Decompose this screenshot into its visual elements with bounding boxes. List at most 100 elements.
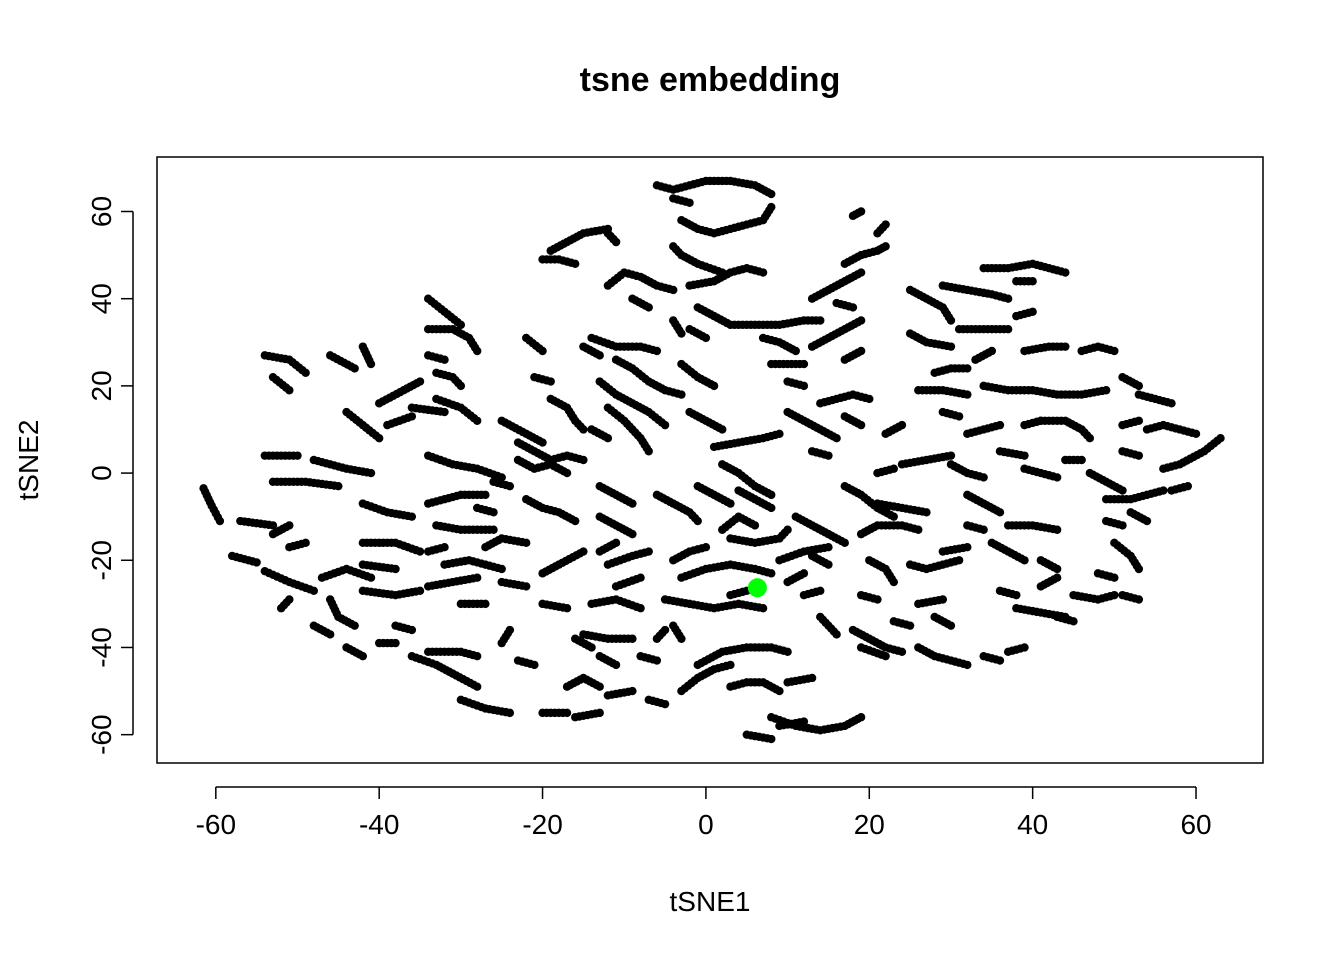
y-tick-label: -20 <box>86 540 117 580</box>
data-point-94 <box>301 538 310 548</box>
data-point-752 <box>603 434 613 443</box>
data-point-338 <box>481 490 490 500</box>
data-point-1795 <box>1110 590 1119 600</box>
data-point-1555 <box>963 660 972 670</box>
data-point-381 <box>497 564 506 574</box>
data-point-2009 <box>1142 516 1152 526</box>
data-point-746 <box>644 447 653 456</box>
data-point-1484 <box>897 647 907 657</box>
data-point-689 <box>652 346 662 356</box>
data-point-505 <box>546 377 555 386</box>
data-point-175 <box>350 364 359 373</box>
data-point-2050 <box>407 625 417 635</box>
data-point-763 <box>628 499 637 508</box>
data-point-1800 <box>1069 617 1078 626</box>
chart-title: tsne embedding <box>580 61 841 99</box>
data-point-18 <box>268 521 278 530</box>
data-point-1509 <box>889 464 898 473</box>
data-point-136 <box>350 621 359 630</box>
data-point-625 <box>628 634 637 643</box>
data-point-366 <box>473 573 482 582</box>
data-point-258 <box>456 320 466 330</box>
data-point-924 <box>783 647 792 657</box>
data-point-2014 <box>1118 521 1127 530</box>
y-tick-label: -60 <box>86 714 117 754</box>
data-point-1714 <box>995 508 1005 517</box>
data-point-194 <box>415 377 425 386</box>
data-point-1294 <box>816 586 825 595</box>
data-point-1033 <box>767 189 776 199</box>
data-point-106 <box>301 368 310 378</box>
data-point-500 <box>538 346 547 356</box>
data-point-638 <box>628 686 637 696</box>
data-point-1968 <box>1134 451 1144 460</box>
data-point-2056 <box>325 630 335 639</box>
data-point-1958 <box>1167 399 1176 408</box>
data-point-900 <box>677 634 686 643</box>
data-point-1625 <box>963 364 972 373</box>
data-point-631 <box>611 660 621 670</box>
data-point-353 <box>489 525 498 534</box>
highlight-layer <box>747 578 767 598</box>
data-point-1877 <box>1110 346 1119 356</box>
data-point-1254 <box>824 542 833 552</box>
y-tick-label: 40 <box>86 283 117 314</box>
data-point-1655 <box>1003 294 1013 303</box>
y-axis: -60 -40 -20 0 20 40 60 <box>86 196 134 755</box>
data-point-201 <box>407 412 417 421</box>
data-point-1589 <box>995 656 1005 665</box>
data-point-533 <box>571 516 580 526</box>
data-point-1868 <box>1061 342 1070 351</box>
data-point-282 <box>456 381 466 391</box>
data-point-1304 <box>791 346 800 356</box>
data-point-1504 <box>922 508 931 517</box>
data-point-568 <box>562 604 572 613</box>
data-point-112 <box>285 386 294 395</box>
data-point-1574 <box>979 525 988 534</box>
data-point-51 <box>293 451 302 460</box>
data-point-438 <box>505 625 515 635</box>
data-point-1313 <box>799 359 809 369</box>
data-point-1099 <box>758 268 768 277</box>
data-point-238 <box>415 547 425 556</box>
data-point-1241 <box>767 503 776 513</box>
data-point-837 <box>693 516 702 526</box>
data-point-407 <box>473 682 482 691</box>
data-point-1347 <box>865 394 874 404</box>
data-point-1469 <box>873 595 882 604</box>
data-point-1938 <box>1110 573 1119 582</box>
data-point-1604 <box>946 316 956 325</box>
data-point-774 <box>628 529 637 539</box>
data-point-1159 <box>718 425 727 434</box>
data-point-1276 <box>840 538 849 548</box>
data-point-1064 <box>767 202 776 212</box>
data-point-1668 <box>1003 325 1013 334</box>
data-point-1569 <box>963 542 972 552</box>
x-tick-label: -60 <box>196 809 236 840</box>
data-point-593 <box>595 682 604 691</box>
data-point-1522 <box>946 451 956 460</box>
data-point-1352 <box>824 451 833 460</box>
data-point-1406 <box>881 220 890 229</box>
data-point-38 <box>309 586 319 595</box>
data-point-1214 <box>750 521 760 530</box>
data-point-1981 <box>1191 429 1201 439</box>
data-point-462 <box>522 582 531 591</box>
data-point-9 <box>215 516 225 526</box>
data-point-1584 <box>1020 643 1029 652</box>
data-point-304 <box>440 542 449 552</box>
data-point-475 <box>538 438 547 447</box>
data-point-582 <box>595 708 604 718</box>
data-point-83 <box>366 468 376 478</box>
data-point-1334 <box>832 434 841 443</box>
data-point-1949 <box>1134 381 1144 391</box>
data-point-433 <box>505 708 515 718</box>
points-layer <box>199 176 1225 744</box>
data-point-958 <box>775 686 784 696</box>
data-point-1535 <box>954 556 964 565</box>
data-point-494 <box>579 455 588 465</box>
data-point-1857 <box>1028 277 1037 286</box>
data-point-1132 <box>816 316 825 325</box>
data-point-1759 <box>1052 525 1062 534</box>
data-point-939 <box>726 660 735 670</box>
